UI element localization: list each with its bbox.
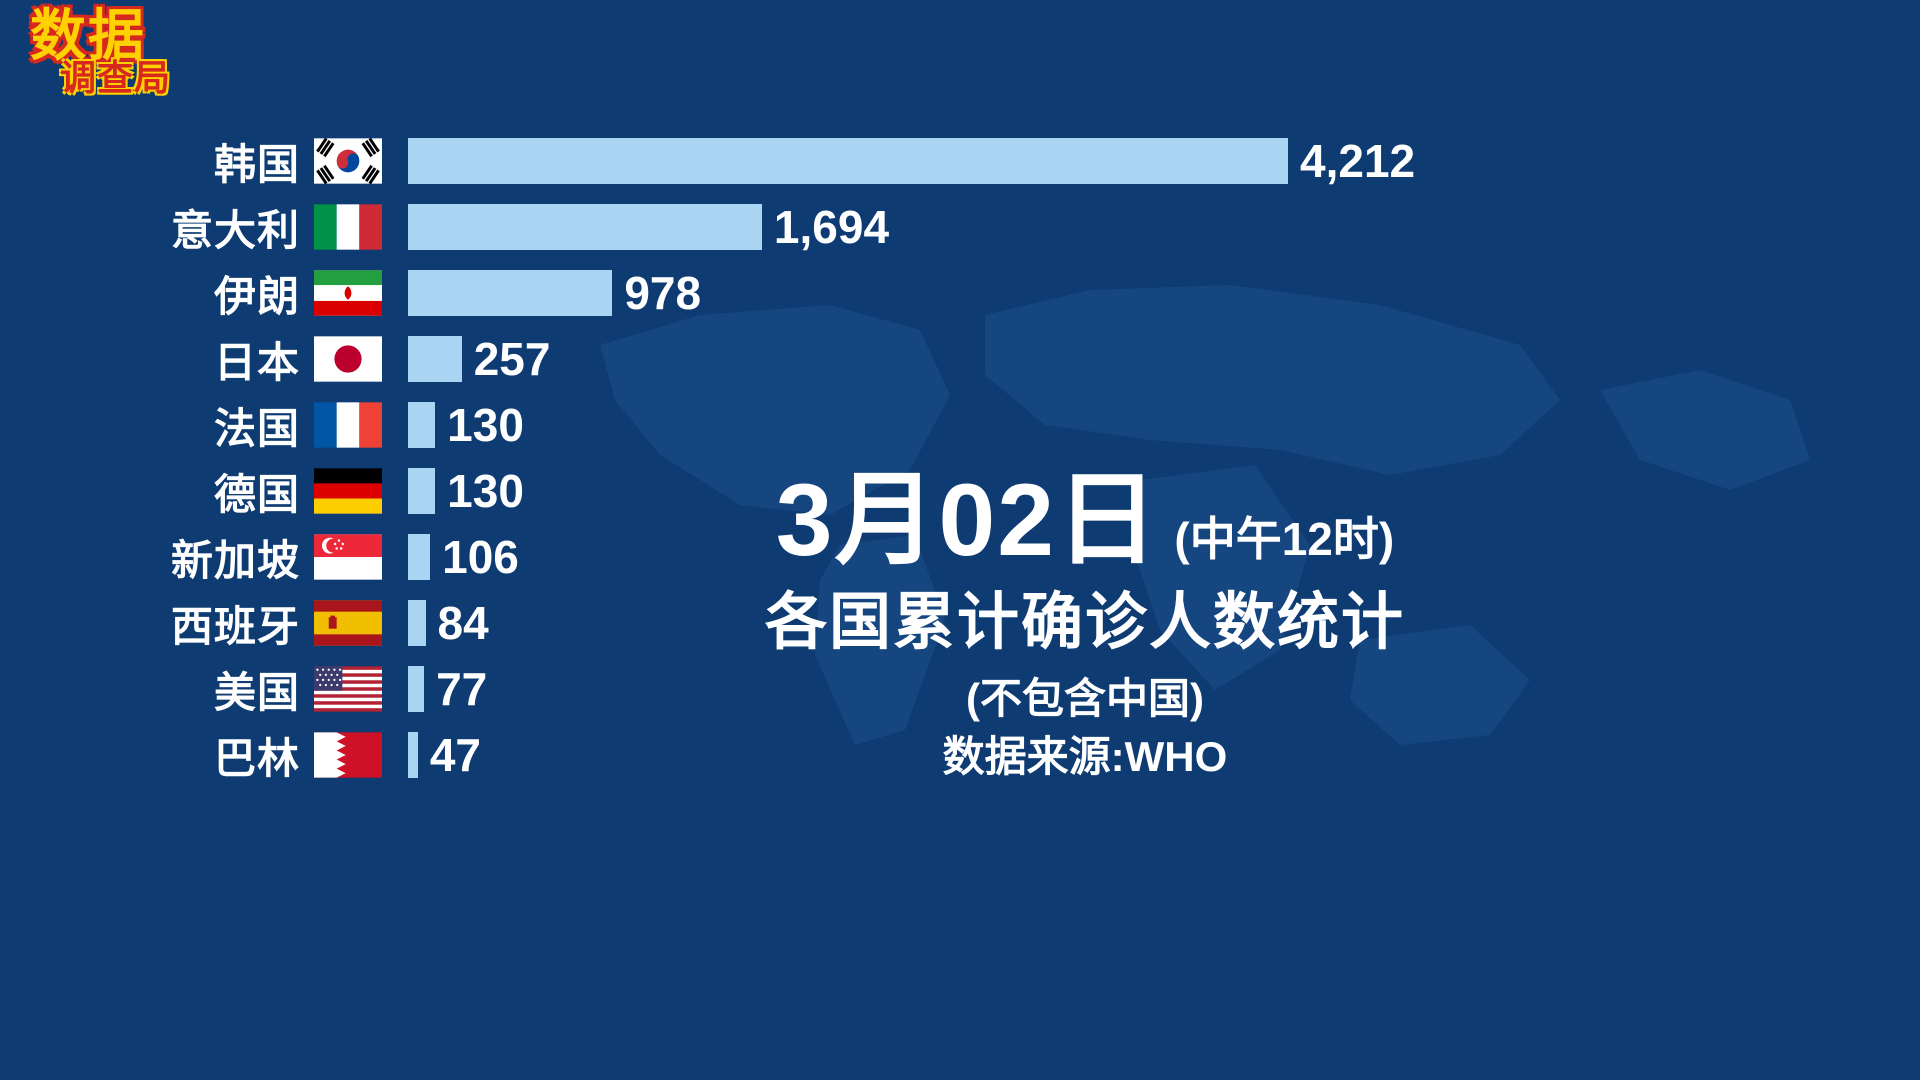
country-label: 韩国 — [213, 140, 300, 188]
chart-row: 伊朗 978 — [0, 260, 1415, 326]
bar-value-label: 4,212 — [1300, 135, 1416, 187]
flag-united-states-icon — [314, 666, 382, 712]
bar-value-label: 978 — [624, 267, 702, 319]
bar — [408, 138, 1288, 184]
country-label: 意大利 — [170, 206, 300, 254]
bar-value-label: 106 — [442, 531, 519, 583]
bar-value-label: 130 — [447, 465, 524, 517]
chart-row: 美国 77 — [0, 656, 1415, 722]
flag-singapore-icon — [314, 534, 382, 580]
country-label: 日本 — [213, 338, 300, 386]
caption-date: 3月02日 — [775, 463, 1160, 577]
country-label: 伊朗 — [213, 272, 300, 320]
logo-text-top: 数据 — [30, 4, 146, 67]
caption-title: 各国累计确诊人数统计 — [764, 588, 1405, 658]
bar-value-label: 47 — [429, 729, 481, 781]
bar — [408, 270, 613, 316]
chart-row: 法国 130 — [0, 392, 1415, 458]
flag-bahrain-icon — [314, 732, 382, 778]
country-label: 法国 — [213, 404, 300, 452]
bar-chart: 韩国 4,212 意大利 1,694 伊朗 978 日本 257 法国 130 德国 130 新加坡… — [0, 128, 1415, 788]
bar-value-label: 77 — [436, 663, 488, 715]
bar-value-label: 1,694 — [773, 201, 890, 253]
chart-row: 意大利 1,694 — [0, 194, 1415, 260]
bar — [408, 468, 436, 514]
country-label: 德国 — [213, 470, 300, 518]
bar — [408, 600, 426, 646]
chart-row: 巴林 47 — [0, 722, 1415, 788]
bar-value-label: 84 — [437, 597, 489, 649]
flag-france-icon — [314, 402, 382, 448]
caption-time-note: (中午12时) — [1174, 513, 1395, 565]
bar-value-label: 257 — [473, 333, 551, 385]
chart-row: 西班牙 84 — [0, 590, 1415, 656]
bar — [408, 204, 762, 250]
caption-exclusion-note: (不包含中国) — [966, 674, 1204, 722]
bar — [408, 336, 462, 382]
caption-source: 数据来源:WHO — [942, 732, 1228, 780]
bar — [408, 666, 425, 712]
country-label: 巴林 — [213, 734, 300, 782]
bar-value-label: 130 — [447, 399, 524, 451]
chart-row: 韩国 4,212 — [0, 128, 1415, 194]
caption-date-line: 3月02日 (中午12时) — [690, 462, 1480, 579]
bar — [408, 732, 418, 778]
caption-block: 3月02日 (中午12时) 各国累计确诊人数统计 (不包含中国) 数据来源:WH… — [690, 462, 1480, 781]
flag-japan-icon — [314, 336, 382, 382]
logo: 数据 调查局 — [30, 8, 171, 96]
country-label: 新加坡 — [170, 536, 300, 584]
bar — [408, 402, 436, 448]
flag-italy-icon — [314, 204, 382, 250]
chart-row: 新加坡 106 — [0, 524, 1415, 590]
chart-row: 德国 130 — [0, 458, 1415, 524]
logo-text-bottom: 调查局 — [60, 57, 172, 98]
flag-spain-icon — [314, 600, 382, 646]
chart-row: 日本 257 — [0, 326, 1415, 392]
flag-iran-icon — [314, 270, 382, 316]
country-label: 西班牙 — [170, 602, 300, 650]
flag-germany-icon — [314, 468, 382, 514]
country-label: 美国 — [213, 668, 300, 716]
bar — [408, 534, 431, 580]
flag-south-korea-icon — [314, 138, 382, 184]
